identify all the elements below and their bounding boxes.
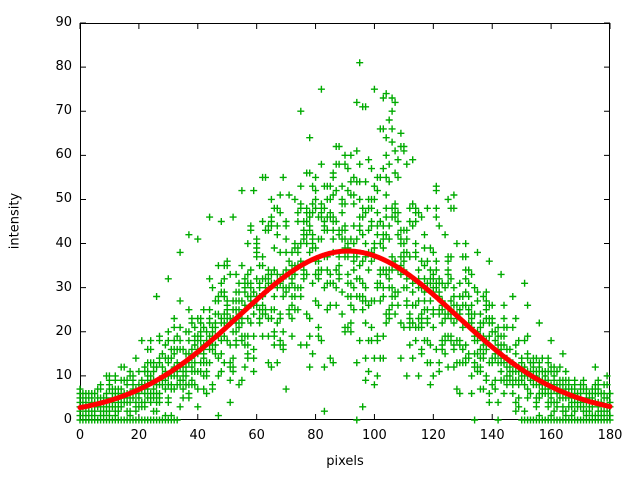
x-tick-label: 60 xyxy=(248,428,265,443)
y-tick-label: 70 xyxy=(55,103,72,119)
x-tick-label: 100 xyxy=(362,428,387,443)
fit-curve-red xyxy=(77,248,613,411)
y-tick-label: 60 xyxy=(55,147,72,163)
y-axis-title: intensity xyxy=(7,192,23,250)
y-tick-label: 80 xyxy=(55,59,72,75)
x-tick-label: 80 xyxy=(307,428,324,443)
x-tick-label: 160 xyxy=(538,428,564,443)
x-tick-label: 40 xyxy=(189,428,207,443)
x-tick-label: 0 xyxy=(75,428,85,443)
y-tick-label: 40 xyxy=(55,235,72,251)
x-tick-label: 140 xyxy=(479,428,505,443)
x-tick-label: 20 xyxy=(130,428,148,443)
x-tick-label: 180 xyxy=(597,428,623,443)
y-tick-label: 90 xyxy=(55,15,72,30)
y-tick-label: 0 xyxy=(63,412,72,427)
x-axis-title: pixels xyxy=(326,454,364,469)
axes-and-ticks xyxy=(79,22,611,421)
x-tick-label: 120 xyxy=(420,428,446,443)
y-tick-label: 20 xyxy=(55,323,72,339)
y-tick-label: 50 xyxy=(55,191,72,207)
y-tick-label: 30 xyxy=(55,279,72,295)
scatter-points-green xyxy=(76,59,614,424)
y-tick-label: 10 xyxy=(55,367,72,383)
